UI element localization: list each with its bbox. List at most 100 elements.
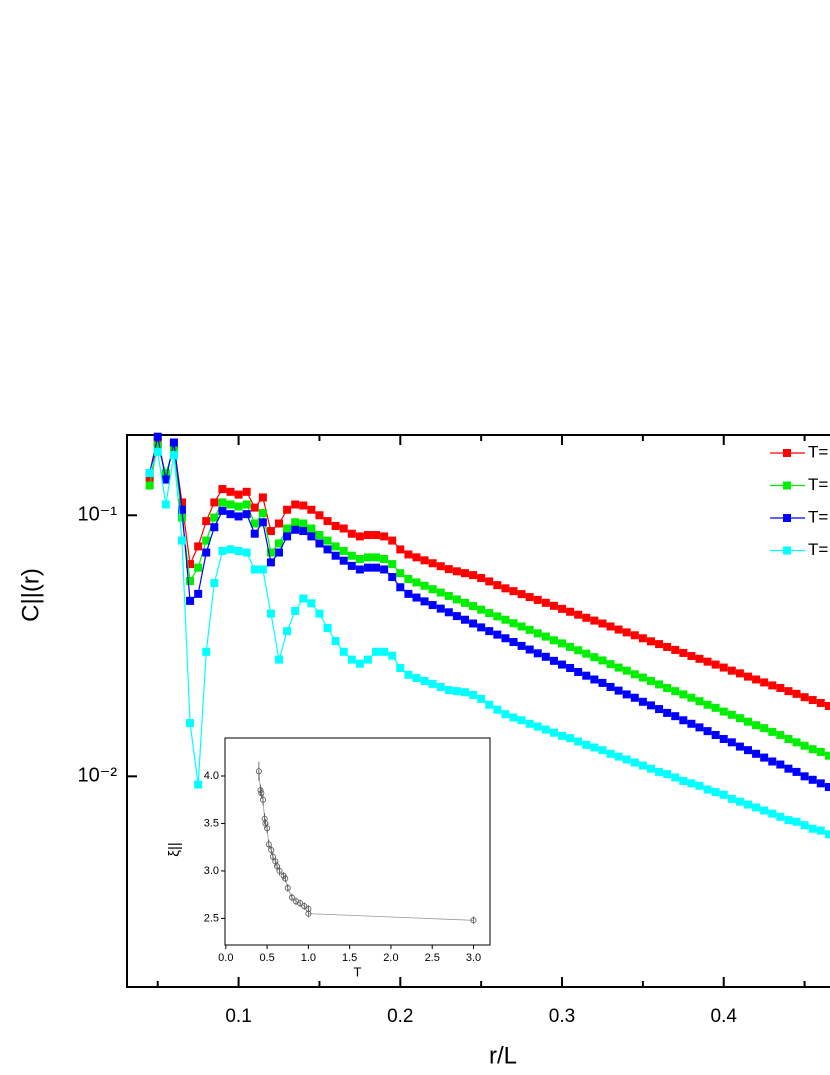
data-point [525,719,534,728]
data-point [703,785,712,794]
data-point [695,723,704,732]
data-point [315,511,324,520]
data-point [509,587,518,596]
data-point [250,503,259,512]
data-point [695,654,704,663]
data-point [727,794,736,803]
data-point [307,505,316,514]
data-point [590,675,599,684]
data-point [735,714,744,723]
data-point [646,701,655,710]
data-point [719,790,728,799]
data-point [420,597,429,606]
data-point [404,670,413,679]
data-point [760,753,769,762]
data-point [768,681,777,690]
data-point [363,553,372,562]
data-point [501,710,510,719]
data-point [257,787,264,794]
data-point [816,747,825,756]
data-point [800,821,809,830]
data-point [428,601,437,610]
data-point [646,676,655,685]
data-point [517,716,526,725]
data-point [590,743,599,752]
x-axis-label: r/L [489,1042,517,1069]
data-point [177,498,186,507]
data-point [307,599,316,608]
data-point [469,690,478,699]
data-point [331,521,340,530]
data-point [161,475,170,484]
data-point [800,772,809,781]
data-point [792,689,801,698]
data-point [194,589,203,598]
data-point [291,500,300,509]
data-point [485,577,494,586]
data-point [590,653,599,662]
data-point [606,660,615,669]
data-point [768,727,777,736]
data-point [218,506,227,515]
data-point [655,640,664,649]
data-point [663,708,672,717]
data-point [743,672,752,681]
data-point [210,498,219,507]
data-point [202,517,211,526]
data-point [307,524,316,533]
data-point [444,591,453,600]
data-point [719,663,728,672]
data-point [558,604,567,613]
data-point [735,742,744,751]
data-point [792,817,801,826]
data-point [816,779,825,788]
data-point [460,615,469,624]
x-tick-label: 1.5 [342,952,357,964]
data-point [533,649,542,658]
x-tick-label: 1.0 [301,952,316,964]
data-point [218,546,227,555]
data-point [266,548,275,557]
data-point [428,559,437,568]
data-point [493,630,502,639]
data-point [784,816,793,825]
data-point [808,824,817,833]
data-point [574,737,583,746]
data-point [145,481,154,490]
data-point [582,649,591,658]
data-point [194,563,203,572]
data-point [380,647,389,656]
legend-label: T= [808,507,828,526]
data-point [533,722,542,731]
data-point [509,619,518,628]
data-point [752,803,761,812]
data-point [727,666,736,675]
data-point [549,601,558,610]
data-point [469,619,478,628]
data-point [372,531,381,540]
data-point [752,749,761,758]
y-tick-label: 10⁻² [78,765,118,787]
data-point [210,579,219,588]
data-point [218,498,227,507]
data-point [161,500,170,509]
data-point [363,531,372,540]
data-point [566,664,575,673]
data-point [186,596,195,605]
data-point [347,655,356,664]
data-point [808,745,817,754]
data-point [824,783,830,792]
data-point [444,565,453,574]
data-point [291,606,300,615]
legend-label: T= [808,540,828,559]
data-point [655,767,664,776]
data-point [331,551,340,560]
data-point [452,595,461,604]
data-point [153,447,162,456]
data-point [509,638,518,647]
data-point [145,469,154,478]
data-point [234,546,243,555]
data-point [177,505,186,514]
data-point [687,779,696,788]
data-point [452,687,461,696]
